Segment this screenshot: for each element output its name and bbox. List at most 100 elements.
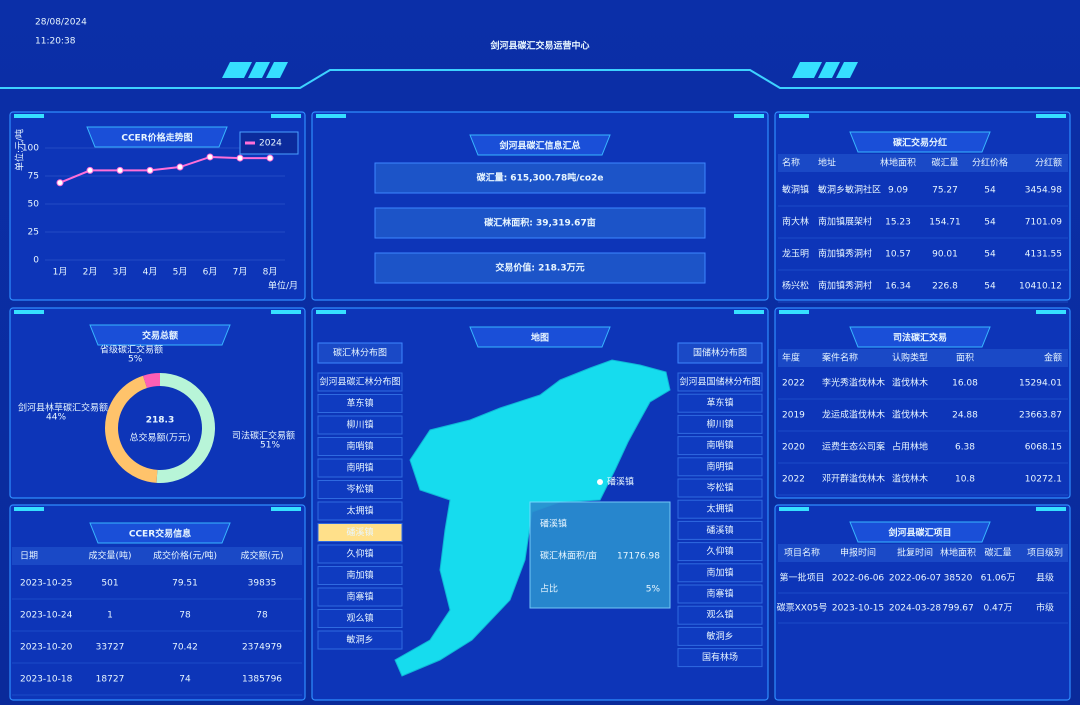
table-cell: 第一批项目	[779, 572, 824, 584]
tooltip-area-label: 碳汇林面积/亩	[540, 550, 597, 562]
map-marker-label: 磻溪镇	[607, 476, 634, 488]
list-item[interactable]	[677, 372, 763, 392]
panel-corner	[779, 310, 809, 314]
table-cell: 3454.98	[1025, 186, 1062, 196]
table-cell: 运费生态公司案	[822, 441, 885, 453]
table-cell: 2023-10-15	[832, 604, 884, 614]
list-item[interactable]	[317, 544, 403, 564]
table-cell: 南加镇秀洞村	[818, 280, 872, 292]
legend-label: 2024	[259, 139, 282, 149]
list-item[interactable]	[677, 605, 763, 625]
table-cell: 39835	[248, 579, 277, 589]
header-frame	[0, 69, 1080, 89]
list-item[interactable]	[317, 501, 403, 521]
y-axis-label: 单位:元/吨	[14, 129, 26, 171]
table-header-cell: 分红价格	[972, 157, 1008, 169]
list-item[interactable]	[677, 648, 763, 668]
list-item[interactable]	[677, 457, 763, 477]
list-title: 国储林分布图	[693, 347, 747, 359]
list-item[interactable]	[317, 415, 403, 435]
list-item-label: 观么镇	[706, 609, 733, 621]
summary-bar	[374, 252, 706, 284]
table-cell: 33727	[96, 643, 125, 653]
tooltip-area: 17176.98	[617, 552, 660, 562]
table-cell: 2023-10-24	[20, 611, 73, 621]
table-header	[778, 349, 1068, 367]
summary-item: 碳汇林面积: 39,319.67亩	[484, 217, 595, 229]
list-item[interactable]	[317, 630, 403, 650]
table-header-cell: 名称	[782, 157, 800, 169]
list-item[interactable]	[677, 563, 763, 583]
list-item-label: 久仰镇	[706, 545, 733, 557]
list-item-label: 久仰镇	[346, 548, 373, 560]
list-item[interactable]	[677, 499, 763, 519]
panel-title-bar	[849, 131, 991, 153]
list-item[interactable]	[317, 458, 403, 478]
table-cell: 9.09	[888, 186, 908, 196]
list-header	[317, 342, 403, 364]
table-cell: 23663.87	[1019, 411, 1062, 421]
table-cell: 2022	[782, 475, 805, 485]
list-item-label: 敏洞乡	[346, 634, 373, 646]
table-cell: 78	[256, 611, 268, 621]
list-item[interactable]	[317, 609, 403, 628]
list-item[interactable]	[677, 393, 763, 413]
time: 11:20:38	[35, 37, 76, 47]
y-tick-label: 50	[28, 200, 40, 210]
tooltip-name: 磻溪镇	[540, 518, 567, 530]
panel-title: 剑河县碳汇项目	[887, 527, 951, 539]
list-item-label: 南明镇	[346, 462, 373, 474]
table-header-cell: 案件名称	[822, 352, 858, 364]
list-item[interactable]	[317, 587, 403, 607]
list-item-label: 南寨镇	[346, 591, 373, 603]
list-item[interactable]	[677, 520, 763, 540]
list-item[interactable]	[317, 566, 403, 585]
list-item-label: 南哨镇	[346, 440, 373, 452]
list-item[interactable]	[677, 626, 763, 646]
panel-title-bar	[89, 522, 231, 544]
x-tick-label: 4月	[143, 267, 158, 278]
list-item[interactable]	[317, 480, 403, 499]
table-header-cell: 申报时间	[840, 547, 876, 559]
list-item[interactable]	[677, 584, 763, 604]
table-cell: 10.57	[885, 250, 911, 260]
y-tick-label: 25	[28, 228, 39, 238]
panel-title-bar	[849, 326, 991, 348]
list-item[interactable]	[317, 372, 403, 392]
list-item[interactable]	[317, 523, 403, 542]
tooltip-share-label: 占比	[540, 583, 558, 595]
table-header-cell: 成交额(元)	[240, 550, 283, 562]
panel-corner	[734, 310, 764, 314]
table-header-cell: 批复时间	[897, 547, 933, 559]
table-cell: 7101.09	[1025, 218, 1062, 228]
list-item-label: 南哨镇	[706, 439, 733, 451]
table-cell: 6.38	[955, 443, 975, 453]
list-item[interactable]	[677, 542, 763, 562]
list-item-label: 南加镇	[706, 566, 733, 578]
table-cell: 226.8	[932, 282, 958, 292]
map-marker	[597, 479, 603, 485]
list-item-label: 革东镇	[346, 397, 373, 409]
list-item[interactable]	[677, 436, 763, 456]
table-cell: 54	[984, 282, 996, 292]
table-cell: 61.06万	[981, 574, 1016, 584]
table-cell: 15.23	[885, 218, 911, 228]
panel-title: 碳汇交易分红	[893, 137, 947, 149]
summary-item: 交易价值: 218.3万元	[495, 262, 584, 274]
list-item-label: 磻溪镇	[706, 524, 733, 536]
table-cell: 54	[984, 218, 996, 228]
panel	[9, 111, 306, 301]
table-cell: 龙运成滥伐林木	[822, 409, 885, 421]
panel-corner	[316, 310, 346, 314]
table-cell: 龙玉明	[782, 248, 809, 260]
line-point	[236, 154, 244, 162]
list-item[interactable]	[317, 394, 403, 413]
panel-corner	[779, 114, 809, 118]
list-item[interactable]	[677, 478, 763, 498]
table-cell: 79.51	[172, 579, 198, 589]
table-header-cell: 分红额	[1035, 157, 1062, 169]
map-tooltip	[529, 501, 671, 609]
header-stripes	[222, 62, 858, 78]
list-item[interactable]	[677, 414, 763, 434]
list-item[interactable]	[317, 437, 403, 456]
